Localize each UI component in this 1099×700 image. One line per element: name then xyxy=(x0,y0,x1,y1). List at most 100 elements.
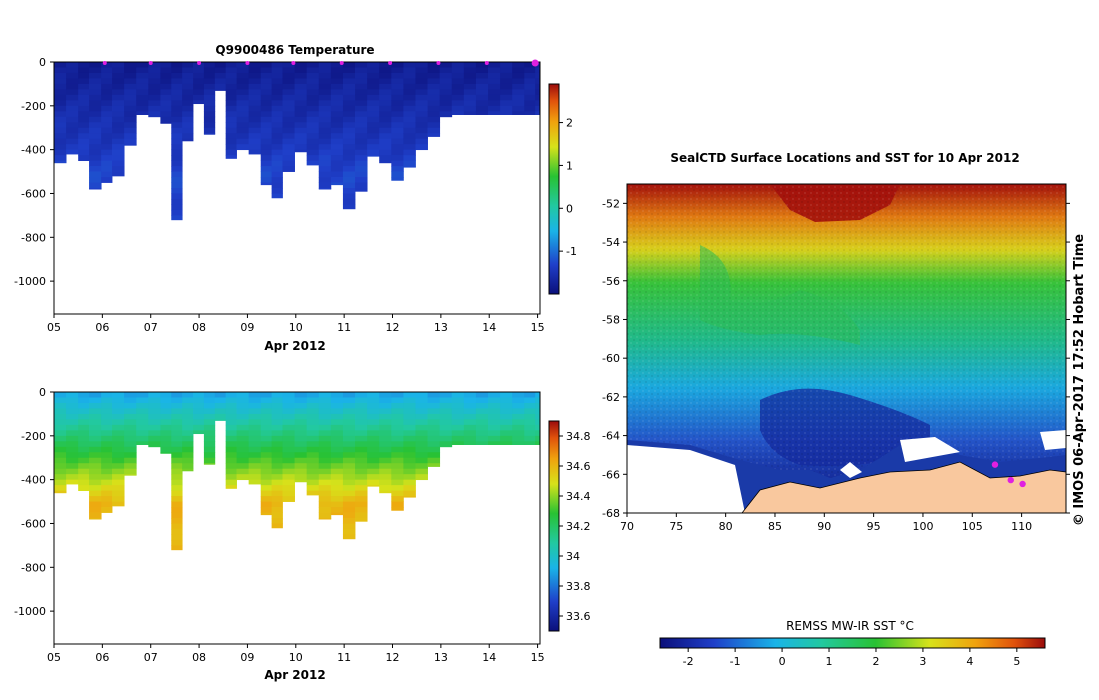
profile-cell xyxy=(148,100,161,107)
profile-cell xyxy=(66,127,79,134)
profile-cell xyxy=(203,419,216,426)
profile-cell xyxy=(271,452,283,459)
profile-cell xyxy=(282,419,295,426)
profile-cell xyxy=(342,100,356,107)
profile-cell xyxy=(500,392,513,398)
surface-marker xyxy=(339,61,344,65)
lat-tick-label: -64 xyxy=(602,430,620,443)
profile-cell xyxy=(500,435,513,442)
profile-cell xyxy=(271,62,283,68)
profile-cell xyxy=(112,441,125,448)
profile-cell xyxy=(136,424,149,431)
y-tick-label: -400 xyxy=(21,144,46,157)
profile-cell xyxy=(427,127,441,134)
sst-colorbar-tick-label: -1 xyxy=(730,655,741,668)
profile-cell xyxy=(112,392,125,398)
profile-cell xyxy=(136,413,149,420)
profile-cell xyxy=(271,94,283,101)
profile-cell xyxy=(355,424,368,431)
profile-cell xyxy=(403,122,416,129)
profile-cell xyxy=(271,523,283,529)
profile-cell xyxy=(306,490,320,496)
profile-cell xyxy=(294,413,308,420)
profile-cell xyxy=(203,392,216,398)
profile-cell xyxy=(391,83,404,90)
profile-cell xyxy=(391,111,404,118)
profile-cell xyxy=(391,479,404,486)
profile-cell xyxy=(318,452,332,459)
profile-cell xyxy=(306,463,320,470)
profile-cell xyxy=(271,402,283,409)
profile-cell xyxy=(112,94,125,101)
profile-cell xyxy=(271,149,283,156)
profile-cell xyxy=(512,67,525,74)
profile-cell xyxy=(282,105,295,112)
profile-cell xyxy=(248,463,262,470)
profile-cell xyxy=(248,127,262,134)
profile-cell xyxy=(475,402,489,409)
profile-cell xyxy=(171,111,183,118)
profile-cell xyxy=(403,127,416,134)
profile-cell xyxy=(271,441,283,448)
temperature-heatmap xyxy=(54,62,541,221)
profile-cell xyxy=(78,457,90,464)
profile-cell xyxy=(330,127,344,134)
profile-cell xyxy=(260,111,273,118)
profile-cell xyxy=(236,452,250,459)
profile-cell xyxy=(225,419,237,426)
profile-cell xyxy=(535,430,541,437)
profile-cell xyxy=(248,138,262,145)
profile-cell xyxy=(193,94,205,101)
profile-cell xyxy=(367,485,380,487)
profile-cell xyxy=(391,419,404,426)
profile-cell xyxy=(236,138,250,145)
profile-cell xyxy=(475,105,489,112)
profile-cell xyxy=(318,100,332,107)
profile-cell xyxy=(524,419,536,426)
profile-cell xyxy=(148,78,161,85)
profile-cell xyxy=(260,149,273,156)
profile-cell xyxy=(500,89,513,96)
profile-cell xyxy=(225,149,237,156)
profile-cell xyxy=(248,149,262,155)
profile-cell xyxy=(101,397,113,404)
profile-cell xyxy=(171,435,183,442)
profile-cell xyxy=(182,100,194,107)
profile-cell xyxy=(89,122,102,129)
profile-cell xyxy=(89,155,102,162)
profile-cell xyxy=(236,441,250,448)
profile-cell xyxy=(318,122,332,129)
profile-cell xyxy=(355,149,368,156)
profile-cell xyxy=(271,155,283,162)
profile-cell xyxy=(112,78,125,85)
profile-cell xyxy=(171,397,183,404)
profile-cell xyxy=(427,402,441,409)
profile-cell xyxy=(271,397,283,404)
profile-cell xyxy=(403,496,416,498)
profile-cell xyxy=(54,133,67,140)
profile-cell xyxy=(306,78,320,85)
profile-cell xyxy=(294,452,308,459)
colorbar-tick-label: 34.4 xyxy=(566,490,591,503)
profile-cell xyxy=(294,392,308,398)
profile-cell xyxy=(524,89,536,96)
sst-colorbar-tick-label: 0 xyxy=(779,655,786,668)
profile-cell xyxy=(318,155,332,162)
profile-cell xyxy=(89,419,102,426)
profile-cell xyxy=(124,78,137,85)
profile-cell xyxy=(318,474,332,481)
profile-cell xyxy=(403,78,416,85)
profile-cell xyxy=(379,149,392,156)
profile-cell xyxy=(214,89,227,91)
x-tick-label: 07 xyxy=(144,651,158,664)
profile-cell xyxy=(294,122,308,129)
profile-cell xyxy=(535,392,541,398)
profile-cell xyxy=(282,457,295,464)
profile-cell xyxy=(535,441,541,445)
profile-cell xyxy=(463,89,477,96)
profile-cell xyxy=(379,155,392,162)
profile-cell xyxy=(248,78,262,85)
lon-tick-label: 95 xyxy=(867,520,881,533)
profile-cell xyxy=(403,160,416,167)
profile-cell xyxy=(54,116,67,123)
